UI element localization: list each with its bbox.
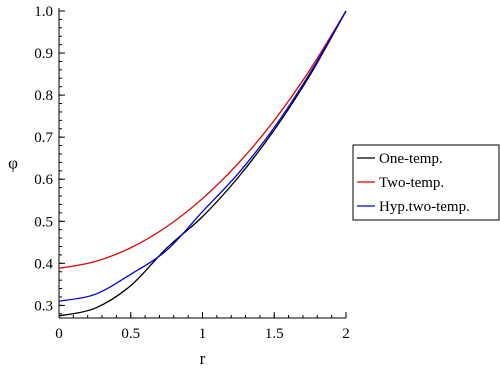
legend-label: One-temp. [379,151,443,167]
x-tick-label: 1.5 [265,326,284,342]
x-ticks: 0 0.5 1 1.5 2 [55,312,350,342]
series-lines [58,10,347,317]
axes [58,8,346,319]
y-tick-label: 0.5 [34,214,53,230]
series-line-2 [58,10,347,270]
x-axis-label: r [200,349,206,368]
x-tick-label: 0 [55,326,63,342]
x-tick-label: 1 [199,326,207,342]
legend-box [352,144,500,221]
y-tick-label: 0.9 [34,46,53,62]
series-line-1 [58,10,347,317]
y-tick-label: 0.7 [34,130,53,146]
x-tick-label: 2 [342,326,350,342]
legend-label: Two-temp. [379,175,444,191]
legend-label: Hyp.two-temp. [379,199,470,215]
y-tick-label: 1.0 [34,4,53,20]
y-tick-label: 0.4 [34,256,53,272]
y-tick-label: 0.6 [34,172,53,188]
y-ticks: 0.3 0.4 0.5 0.6 0.7 0.8 0.9 1.0 [34,4,65,314]
y-tick-label: 0.3 [34,298,53,314]
y-axis-label: φ [8,154,18,173]
x-tick-label: 0.5 [121,326,140,342]
legend: One-temp. Two-temp. Hyp.two-temp. [352,144,500,221]
series-line-3 [58,10,347,302]
y-tick-label: 0.8 [34,88,53,104]
legend-items: One-temp. Two-temp. Hyp.two-temp. [357,151,470,215]
